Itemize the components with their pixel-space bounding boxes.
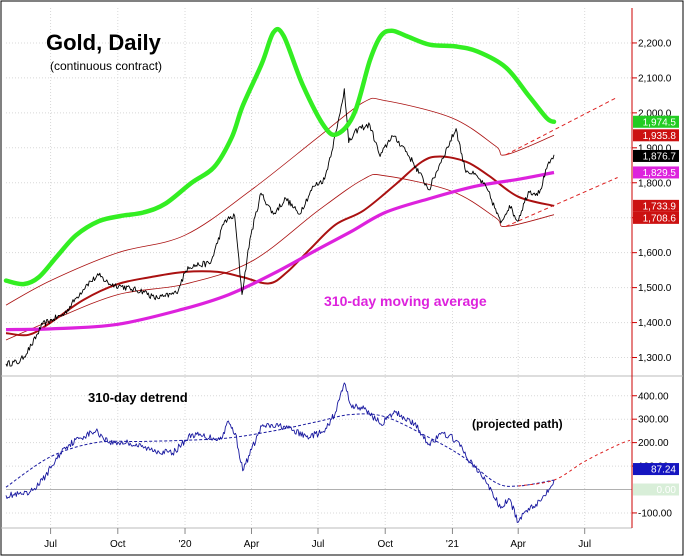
- lower-band-line: [5, 174, 555, 341]
- x-tick-label: Jul: [44, 539, 57, 550]
- moving-average-label: 310-day moving average: [324, 293, 487, 309]
- price-y-tick-label: 1,300.0: [638, 353, 672, 364]
- price-y-tick-label: 2,200.0: [638, 38, 672, 49]
- detrend-series-group: [5, 382, 631, 523]
- green-cycle-line: [3, 26, 557, 287]
- price-value-tag-label: 1,974.5: [643, 117, 677, 128]
- x-tick-label: Oct: [377, 539, 393, 550]
- detrend-y-tick-label: 200.00: [638, 438, 669, 449]
- lower-band-projection: [505, 177, 618, 227]
- detrend-value-tags: 87.24 0.00: [633, 463, 679, 496]
- price-value-tags: 1,974.5 1,935.8 1,876.7 1,829.5 1,733.91,708…: [633, 115, 679, 224]
- detrend-y-tick-label: 400.00: [638, 391, 669, 402]
- price-y-tick-label: 1,900.0: [638, 143, 672, 154]
- chart-subtitle: (continuous contract): [50, 59, 162, 73]
- price-series-group: [3, 26, 618, 367]
- chart-title: Gold, Daily: [46, 30, 162, 55]
- detrend-value-tag-label: 0.00: [657, 485, 677, 496]
- price-line: [5, 88, 555, 367]
- x-tick-label: '21: [446, 539, 459, 550]
- detrend-value-tag-box: [633, 463, 679, 476]
- price-y-tick-label: 2,000.0: [638, 108, 672, 119]
- detrend-line: [5, 382, 555, 523]
- price-value-tag-label: 1,876.7: [643, 151, 677, 162]
- price-value-tag-label: 1,829.5: [643, 168, 677, 179]
- price-y-tick-label: 1,600.0: [638, 248, 672, 259]
- price-value-tag-box: [633, 166, 679, 179]
- price-y-tick-label: 2,100.0: [638, 73, 672, 84]
- detrend-y-tick-label: -100.00: [638, 508, 672, 519]
- red-cycle-line: [5, 155, 555, 337]
- detrend-y-tick-label: 300.00: [638, 415, 669, 426]
- x-tick-label: Oct: [110, 539, 126, 550]
- projected-path-label: (projected path): [472, 417, 563, 431]
- price-y-tick-label: 1,800.0: [638, 178, 672, 189]
- detrend-grid: [6, 395, 632, 514]
- x-tick-label: Jul: [312, 539, 325, 550]
- price-value-tag-label: 1,733.9: [643, 201, 677, 212]
- price-y-tick-label: 1,500.0: [638, 283, 672, 294]
- price-value-tag-box: [633, 211, 679, 224]
- price-value-tag-label: 1,708.6: [643, 213, 677, 224]
- detrend-projection-line: [518, 439, 631, 487]
- detrend-cycle-line: [5, 413, 555, 488]
- detrend-title: 310-day detrend: [88, 390, 188, 405]
- detrend-value-tag-label: 87.24: [651, 465, 676, 476]
- price-value-tag-box: [633, 149, 679, 162]
- price-value-tag-box: [633, 199, 679, 212]
- price-value-tag-box: [633, 129, 679, 142]
- moving-average-line: [5, 170, 555, 332]
- price-y-axis: 1,300.01,400.01,500.01,600.01,700.01,800…: [632, 38, 672, 364]
- x-tick-label: Apr: [244, 539, 260, 550]
- price-value-tag-label: 1,935.8: [643, 131, 677, 142]
- x-tick-label: Jul: [578, 539, 591, 550]
- price-value-tag-box: [633, 115, 679, 128]
- detrend-value-tag-box: [633, 483, 679, 496]
- upper-band-line: [5, 97, 555, 306]
- x-axis: Jul Oct '20 Apr Jul Oct '21 Apr Jul: [44, 528, 591, 550]
- price-y-tick-label: 1,400.0: [638, 318, 672, 329]
- x-tick-label: Apr: [510, 539, 526, 550]
- x-tick-label: '20: [178, 539, 191, 550]
